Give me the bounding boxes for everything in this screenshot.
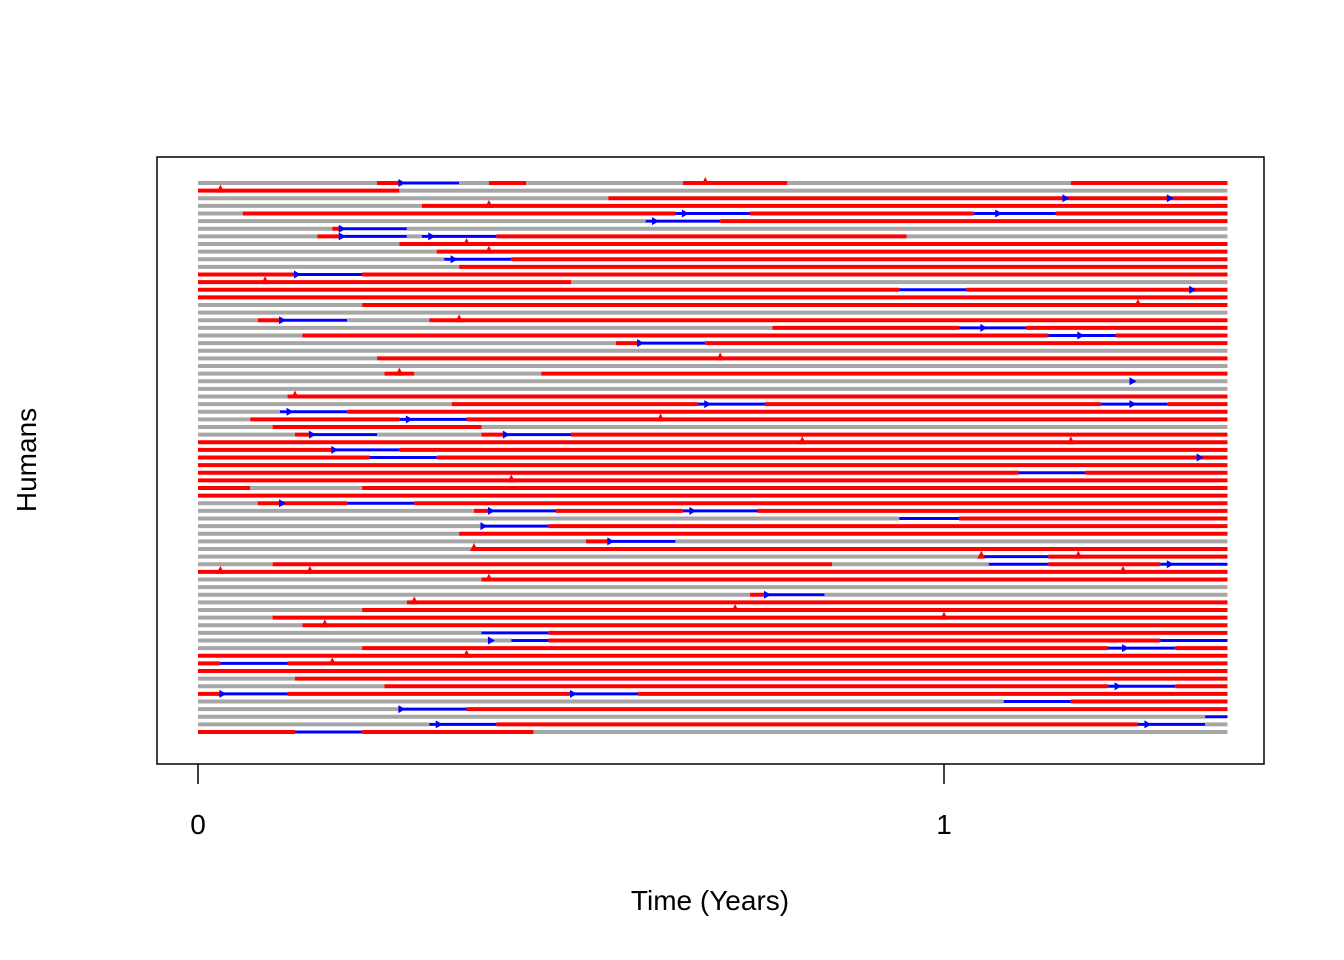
event-marker xyxy=(507,474,516,483)
event-marker xyxy=(656,413,665,422)
event-marker xyxy=(405,415,413,424)
event-marker xyxy=(338,224,346,233)
event-marker xyxy=(216,184,225,193)
event-marker xyxy=(1066,436,1075,445)
event-marker xyxy=(455,314,464,323)
event-marker xyxy=(286,407,294,416)
event-marker xyxy=(995,209,1003,218)
event-marker xyxy=(462,649,471,658)
event-marker xyxy=(637,339,645,348)
event-marker xyxy=(977,550,986,559)
event-marker xyxy=(1119,565,1128,574)
event-marker xyxy=(484,573,493,582)
event-marker xyxy=(487,636,495,645)
event-marker xyxy=(1074,550,1083,559)
event-marker xyxy=(487,506,495,515)
event-marker xyxy=(428,232,436,241)
event-marker xyxy=(1144,720,1152,729)
event-marker xyxy=(652,217,660,226)
event-marker xyxy=(1077,331,1085,340)
event-marker xyxy=(1166,194,1174,203)
event-marker xyxy=(980,323,988,332)
event-marker xyxy=(293,270,301,279)
event-marker xyxy=(462,238,471,246)
event-marker xyxy=(216,565,225,574)
event-marker xyxy=(290,390,299,399)
event-marker xyxy=(398,179,406,187)
event-marker xyxy=(480,522,488,531)
event-marker xyxy=(395,367,404,376)
event-marker xyxy=(940,611,948,620)
event-marker xyxy=(731,604,740,612)
event-marker xyxy=(607,537,615,546)
event-marker xyxy=(320,619,329,628)
event-marker xyxy=(398,705,406,714)
event-marker xyxy=(716,352,725,361)
event-marker xyxy=(279,316,287,325)
event-marker xyxy=(798,436,807,445)
event-marker xyxy=(219,689,227,698)
human-rows xyxy=(198,181,1228,734)
event-marker xyxy=(338,232,346,241)
event-marker xyxy=(763,590,771,599)
event-marker xyxy=(689,506,697,515)
event-marker xyxy=(331,445,339,454)
event-marker xyxy=(1129,377,1137,386)
event-marker xyxy=(570,689,577,698)
event-marker xyxy=(1133,299,1142,307)
event-marker xyxy=(328,657,337,666)
event-marker xyxy=(1196,453,1204,462)
event-marker xyxy=(279,499,287,508)
x-tick-label: 0 xyxy=(190,809,206,840)
plot-frame xyxy=(156,156,1265,765)
event-marker xyxy=(704,400,712,409)
event-marker xyxy=(502,430,510,439)
event-marker xyxy=(1189,285,1197,294)
event-marker xyxy=(1129,400,1137,409)
event-marker xyxy=(484,199,493,208)
event-marker xyxy=(1114,682,1122,691)
event-marker xyxy=(308,430,316,439)
event-marker xyxy=(681,209,689,218)
event-marker xyxy=(484,245,493,254)
event-marker xyxy=(261,276,270,285)
event-marker xyxy=(701,177,710,185)
event-marker xyxy=(1062,194,1070,203)
event-marker xyxy=(1122,644,1130,653)
x-tick-label: 1 xyxy=(936,809,952,840)
event-marker xyxy=(410,596,419,605)
event-marker xyxy=(435,720,443,729)
event-marker xyxy=(450,255,458,264)
event-marker xyxy=(1166,560,1174,569)
event-marker xyxy=(470,543,479,551)
x-axis-label: Time (Years) xyxy=(631,885,789,916)
y-axis-label: Humans xyxy=(11,408,42,512)
event-marker xyxy=(305,565,314,574)
event-markers xyxy=(216,177,1204,729)
